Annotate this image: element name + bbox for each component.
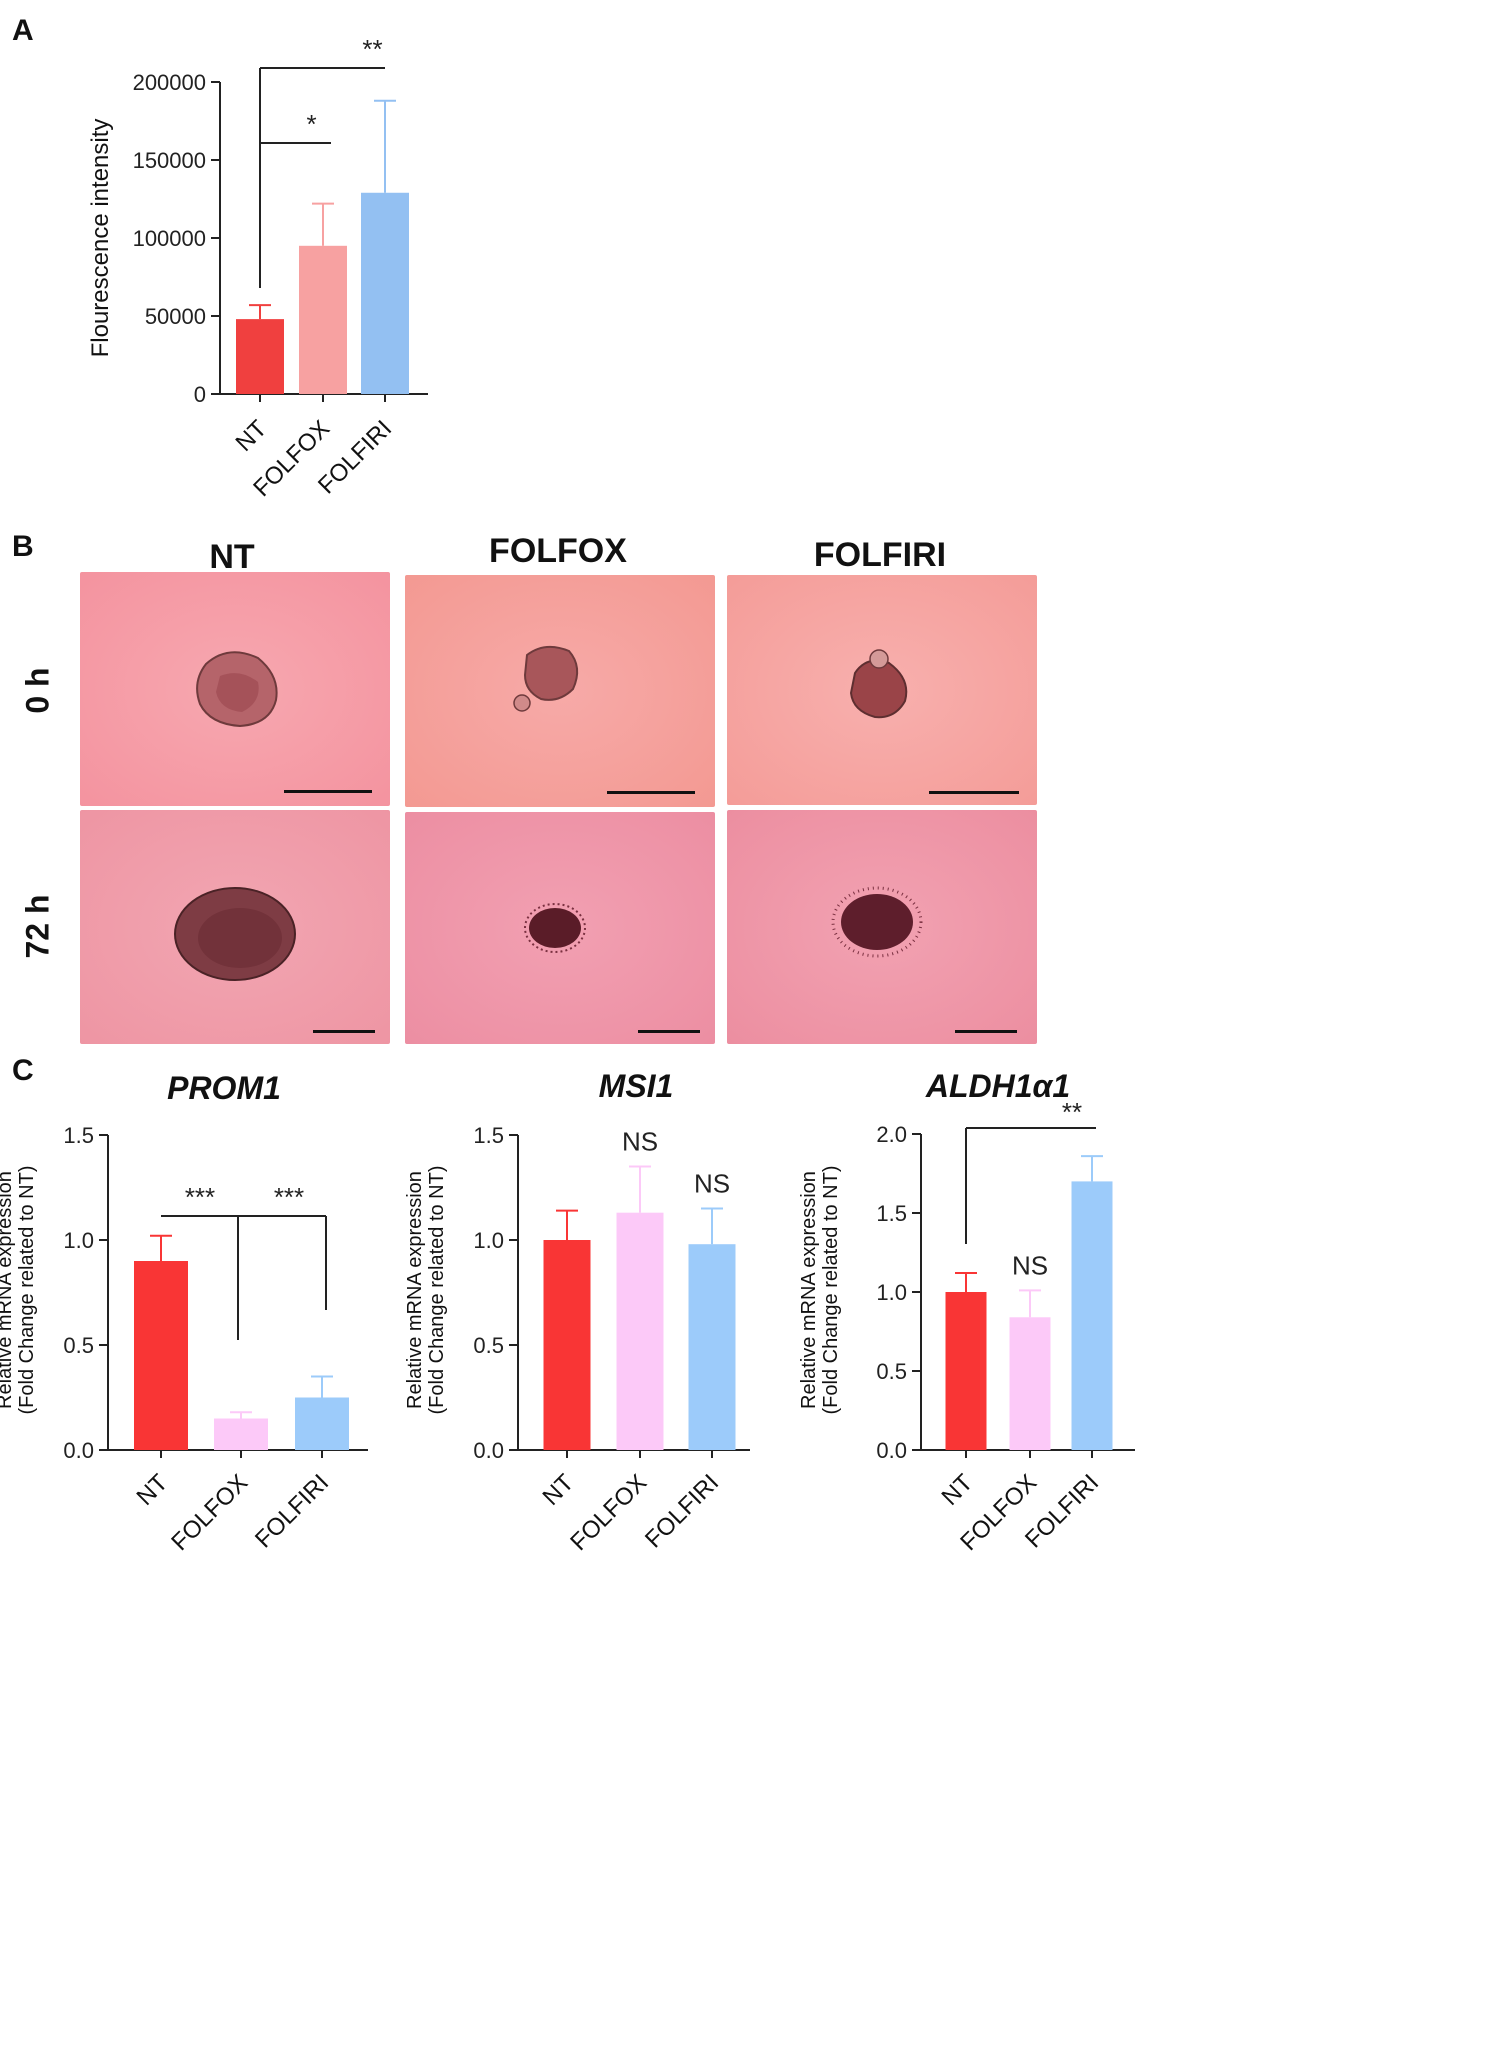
chart-title-msi1: MSI1 — [598, 1068, 674, 1104]
organoid-shape — [174, 887, 296, 981]
panel-label-b: B — [12, 530, 34, 563]
y-tick-label: 50000 — [145, 304, 206, 329]
y-tick-label: 0.0 — [473, 1438, 504, 1463]
y-tick-label: 200000 — [133, 70, 206, 95]
bar-folfiri — [361, 192, 409, 394]
scale-bar — [955, 1030, 1017, 1033]
y-tick-label: 1.5 — [473, 1123, 504, 1148]
bar-folfiri — [1071, 1181, 1113, 1450]
organoid-shape — [513, 645, 579, 712]
scale-bar — [638, 1030, 700, 1033]
y-axis-label: Relative mRNA expression — [404, 1171, 426, 1409]
scale-bar — [313, 1030, 375, 1033]
column-header-folfox: FOLFOX — [489, 532, 627, 570]
bar-folfox — [1009, 1317, 1051, 1450]
y-tick-label: 0.5 — [473, 1333, 504, 1358]
bar-folfiri — [688, 1244, 736, 1450]
y-tick-label: 1.0 — [473, 1228, 504, 1253]
bar-folfiri — [295, 1397, 349, 1450]
chart-title-aldh1a1: ALDH1α1 — [925, 1068, 1071, 1104]
y-axis-label: Relative mRNA expression — [798, 1171, 820, 1409]
y-tick-label: 0.5 — [63, 1333, 94, 1358]
micrograph-nt-72h — [80, 810, 390, 1044]
bar-nt — [945, 1292, 987, 1450]
y-tick-label: 150000 — [133, 148, 206, 173]
bar-folfox — [214, 1418, 268, 1450]
y-axis-label: (Fold Change related to NT) — [16, 1165, 38, 1414]
bar-nt — [134, 1261, 188, 1450]
y-tick-label: 100000 — [133, 226, 206, 251]
y-axis-label: (Fold Change related to NT) — [820, 1165, 842, 1414]
y-tick-label: 1.5 — [63, 1123, 94, 1148]
y-axis-label: (Fold Change related to NT) — [426, 1165, 448, 1414]
scale-bar — [284, 790, 372, 793]
panel-label-a: A — [12, 14, 34, 47]
micrograph-folfox-0h — [405, 575, 715, 807]
y-tick-label: 0.0 — [63, 1438, 94, 1463]
y-axis-label: Flourescence intensity — [87, 119, 114, 358]
column-header-folfiri: FOLFIRI — [813, 536, 947, 574]
y-tick-label: 1.0 — [63, 1228, 94, 1253]
y-tick-label: 0.5 — [876, 1359, 907, 1384]
scale-bar — [929, 791, 1019, 794]
significance-label: *** — [274, 1182, 304, 1212]
micrograph-folfiri-0h — [727, 575, 1037, 805]
y-tick-label: 1.5 — [876, 1201, 907, 1226]
chart-title-prom1: PROM1 — [167, 1070, 281, 1106]
bar-significance-label: NS — [1012, 1250, 1048, 1280]
bar-nt — [236, 319, 284, 394]
column-header-nt: NT — [209, 538, 255, 576]
bar-folfox — [616, 1212, 664, 1450]
organoid-shape — [849, 649, 908, 719]
significance-label: * — [306, 109, 316, 139]
bar-significance-label: NS — [694, 1169, 730, 1199]
bar-nt — [543, 1240, 591, 1450]
significance-label: ** — [1062, 1097, 1082, 1127]
y-tick-label: 0.0 — [876, 1438, 907, 1463]
organoid-shape — [196, 651, 278, 728]
scale-bar — [607, 791, 695, 794]
micrograph-nt-0h — [80, 572, 390, 806]
organoid-shape — [831, 886, 923, 958]
micrograph-folfiri-72h — [727, 810, 1037, 1044]
y-tick-label: 0 — [194, 382, 206, 407]
micrograph-folfox-72h — [405, 812, 715, 1044]
bar-significance-label: NS — [622, 1127, 658, 1157]
x-tick-label: NT — [937, 1469, 979, 1511]
y-tick-label: 1.0 — [876, 1280, 907, 1305]
y-tick-label: 2.0 — [876, 1122, 907, 1147]
significance-label: *** — [185, 1182, 215, 1212]
organoid-shape — [524, 903, 586, 953]
panel-label-c: C — [12, 1054, 34, 1087]
y-axis-label: Relative mRNA expression — [0, 1171, 16, 1409]
bar-folfox — [299, 245, 347, 394]
significance-label: ** — [362, 34, 382, 64]
